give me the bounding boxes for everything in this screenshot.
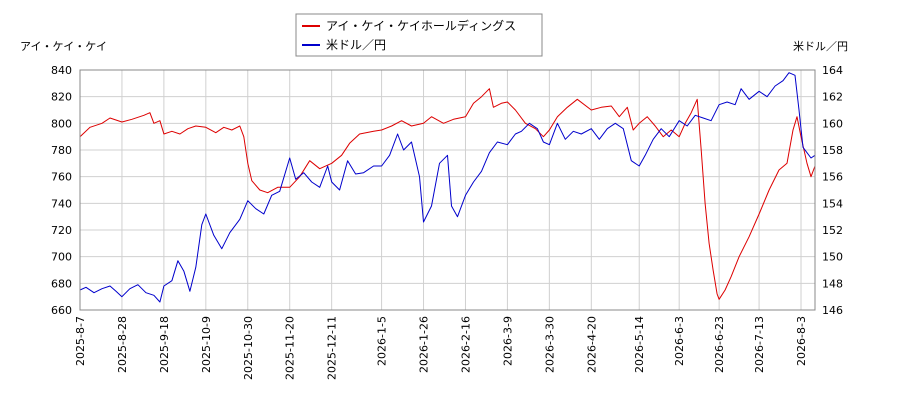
legend: アイ・ケイ・ケイホールディングス 米ドル／円: [295, 13, 543, 57]
left-tick-label: 660: [51, 304, 72, 317]
legend-box: [295, 13, 543, 57]
left-tick-label: 700: [51, 251, 72, 264]
left-axis-title: アイ・ケイ・ケイ: [20, 40, 107, 53]
x-axis-ticks: 2025-8-7 2025-8-28 2025-9-18 2025-10-9 2025-…: [74, 316, 808, 380]
left-tick-label: 840: [51, 64, 72, 77]
left-tick-label: 740: [51, 197, 72, 210]
left-tick-label: 760: [51, 171, 72, 184]
left-tick-label: 720: [51, 224, 72, 237]
x-tick-label: 2026-3-30: [543, 316, 556, 373]
x-tick-label: 2026-1-26: [418, 316, 431, 373]
x-tick-label: 2026-8-3: [795, 316, 808, 366]
series-line-0: [79, 88, 816, 300]
right-tick-label: 146: [822, 304, 843, 317]
left-tick-label: 680: [51, 277, 72, 290]
right-tick-label: 150: [822, 251, 843, 264]
plot-area: [80, 70, 815, 310]
right-tick-label: 156: [822, 171, 843, 184]
right-tick-label: 164: [822, 64, 843, 77]
right-tick-label: 158: [822, 144, 843, 157]
x-tick-label: 2026-3-9: [501, 316, 514, 366]
x-tick-label: 2026-6-23: [713, 316, 726, 373]
x-tick-label: 2025-8-7: [74, 316, 87, 366]
x-tick-label: 2025-8-28: [116, 316, 129, 373]
left-tick-label: 800: [51, 117, 72, 130]
x-tick-label: 2025-10-30: [242, 316, 255, 380]
legend-label-ikk: アイ・ケイ・ケイホールディングス: [326, 18, 516, 33]
right-tick-label: 162: [822, 91, 843, 104]
right-tick-label: 154: [822, 197, 843, 210]
plot-frame: [79, 69, 816, 311]
legend-label-usdjpy: 米ドル／円: [326, 38, 386, 52]
x-tick-label: 2026-6-3: [673, 316, 686, 366]
x-tick-label: 2025-11-20: [284, 316, 297, 380]
x-tick-label: 2026-2-16: [459, 316, 472, 373]
x-tick-label: 2025-9-18: [158, 316, 171, 373]
left-tick-label: 820: [51, 91, 72, 104]
right-axis-ticks: 146 148 150 152 154 156 158 160 162 164: [822, 64, 843, 317]
right-tick-label: 148: [822, 277, 843, 290]
right-tick-label: 152: [822, 224, 843, 237]
x-tick-label: 2025-12-11: [326, 316, 339, 380]
right-axis-title: 米ドル／円: [793, 40, 848, 53]
left-axis-ticks: 660 680 700 720 740 760 780 800 820 840: [51, 64, 72, 317]
x-tick-label: 2026-1-5: [376, 316, 389, 366]
grid: [79, 69, 815, 311]
x-tick-label: 2026-4-20: [585, 316, 598, 373]
x-tick-label: 2026-7-13: [753, 316, 766, 373]
left-tick-label: 780: [51, 144, 72, 157]
series-line-1: [79, 72, 816, 303]
x-tick-label: 2025-10-9: [200, 316, 213, 373]
right-tick-label: 160: [822, 117, 843, 130]
x-tick-label: 2026-5-14: [633, 316, 646, 373]
series-layer: [79, 72, 816, 303]
